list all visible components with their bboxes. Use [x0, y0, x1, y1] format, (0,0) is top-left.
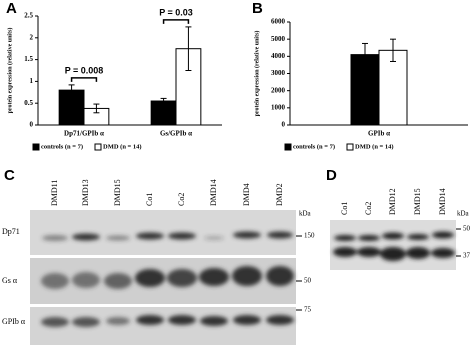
row-label: Dp71 [2, 227, 20, 236]
lane-label: DMD14 [209, 179, 218, 206]
lane-label: DMD12 [388, 188, 397, 215]
lane-label: DMD11 [50, 180, 59, 206]
lane-label: DMD15 [113, 179, 122, 206]
bar [150, 100, 177, 126]
lane-label: Co1 [340, 202, 349, 215]
marker-label: 50 [463, 225, 471, 233]
x-tick-label: Gs/GPIb α [160, 130, 192, 138]
blot-c [30, 210, 296, 345]
y-tick-label: 1000 [271, 103, 286, 111]
y-axis-label: protein expression (relative units) [6, 28, 13, 114]
y-tick-label: 2000 [271, 86, 286, 94]
blot-d [330, 220, 456, 270]
marker-label: 75 [304, 306, 312, 314]
y-tick-label: 1 [30, 77, 34, 85]
significance-bracket [70, 77, 98, 82]
x-tick-label: Dp71/GPIb α [64, 130, 104, 138]
lane-label: Co2 [364, 202, 373, 215]
lane-label: DMD15 [413, 188, 422, 215]
lane-label: Co1 [145, 193, 154, 206]
y-tick-label: 0 [30, 121, 34, 129]
y-tick-label: 2 [30, 33, 34, 41]
y-tick-label: 0.5 [24, 99, 33, 107]
marker-label: 50 [304, 277, 312, 285]
panel-label: D [326, 167, 337, 184]
y-tick-label: 2.5 [24, 12, 33, 20]
lane-label: DMD2 [275, 183, 284, 206]
annotation: P = 0.008 [65, 65, 104, 75]
unit-label: kDa [299, 210, 312, 218]
y-tick-label: 1.5 [24, 55, 33, 63]
lane-label: DMD4 [242, 183, 251, 206]
panel-label: A [6, 0, 17, 17]
marker-label: 37 [463, 252, 471, 260]
bar [58, 89, 85, 126]
annotation: P = 0.03 [159, 7, 193, 17]
lane-label: Co2 [177, 193, 186, 206]
legend-label: controls (n = 7) [41, 143, 83, 150]
lane-label: DMD13 [81, 179, 90, 206]
row-label: GPIb α [2, 317, 26, 326]
legend-swatch [284, 143, 292, 151]
y-tick-label: 5000 [271, 35, 286, 43]
significance-bracket [162, 19, 190, 24]
legend-label: DMD (n = 14) [355, 143, 394, 150]
y-tick-label: 0 [282, 121, 286, 129]
y-tick-label: 6000 [271, 18, 286, 26]
row-label: Gs α [2, 276, 18, 285]
legend-swatch [32, 143, 40, 151]
legend-swatch [346, 143, 354, 151]
panel-label: B [252, 0, 263, 17]
panel-label: C [4, 167, 15, 184]
marker-label: 150 [304, 232, 315, 240]
x-tick-label: GPIb α [368, 130, 390, 138]
bar [378, 49, 408, 126]
lane-label: DMD14 [438, 188, 447, 215]
y-tick-label: 4000 [271, 52, 286, 60]
unit-label: kDa [457, 210, 470, 218]
y-axis-label: protein expression (relative units) [253, 31, 260, 117]
legend-label: controls (n = 7) [293, 143, 335, 150]
legend-swatch [94, 143, 102, 151]
y-tick-label: 3000 [271, 69, 286, 77]
legend-label: DMD (n = 14) [103, 143, 142, 150]
